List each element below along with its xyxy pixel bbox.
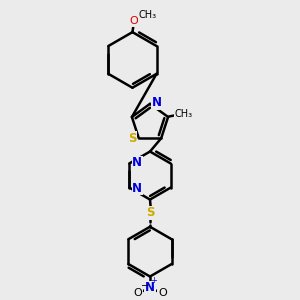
Text: O: O: [133, 289, 142, 298]
Text: O: O: [130, 16, 138, 26]
Text: +: +: [150, 276, 157, 285]
Text: N: N: [132, 157, 142, 169]
Text: CH₃: CH₃: [174, 109, 192, 119]
Text: −: −: [141, 280, 149, 291]
Text: N: N: [132, 182, 142, 195]
Text: CH₃: CH₃: [138, 10, 156, 20]
Text: S: S: [146, 206, 154, 219]
Text: N: N: [152, 97, 161, 110]
Text: O: O: [158, 289, 167, 298]
Text: N: N: [145, 281, 155, 294]
Text: S: S: [128, 132, 136, 145]
